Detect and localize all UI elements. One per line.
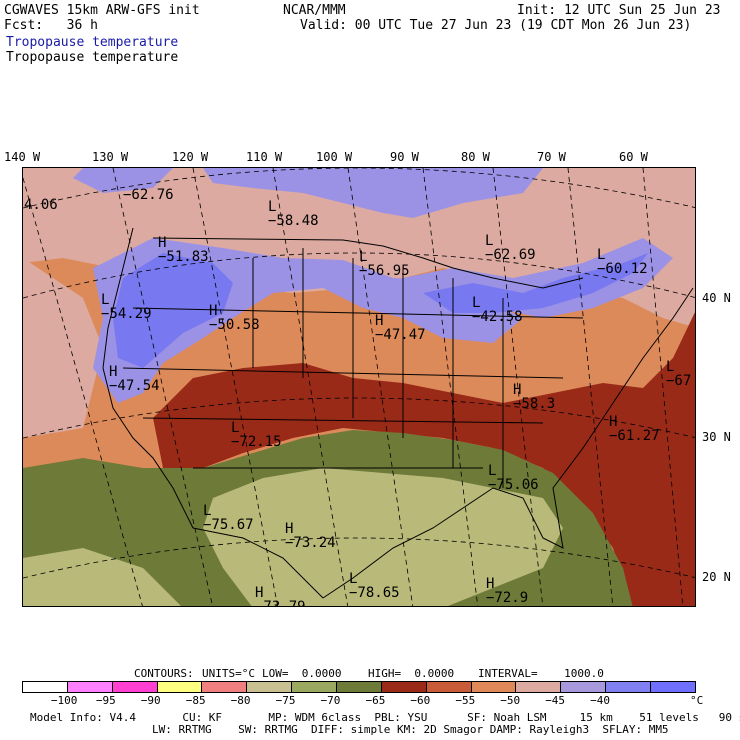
colorbar-tick-label: −90 xyxy=(140,694,161,707)
colorbar-tick-label: −70 xyxy=(320,694,341,707)
model-info-line2: LW: RRTMG SW: RRTMG DIFF: simple KM: 2D … xyxy=(152,723,669,736)
region-blue-east xyxy=(423,253,648,313)
colorbar-tick-label: −40 xyxy=(590,694,610,707)
region-red xyxy=(153,312,695,606)
map-label: L −72.15 xyxy=(231,420,282,450)
map-label: H −72.9 xyxy=(486,576,529,606)
map-label: L −56.95 xyxy=(359,249,410,279)
colorbar-swatch xyxy=(606,682,652,692)
high-label: HIGH= 0.0000 xyxy=(368,667,455,680)
map-label: H −50.58 xyxy=(209,303,260,333)
colorbar-swatch xyxy=(292,682,338,692)
colorbar-swatch xyxy=(471,682,517,692)
region-pink xyxy=(23,168,695,328)
colorbar-tick-label: −45 xyxy=(545,694,566,707)
colorbar-swatch xyxy=(651,682,695,692)
lon-tick-130w: 130 W xyxy=(92,150,129,164)
region-purple-north xyxy=(203,168,543,218)
colorbar-tick-label: −100 xyxy=(50,694,78,707)
colorbar-tick-label: −55 xyxy=(455,694,476,707)
map-label: L −75.67 xyxy=(203,503,254,533)
lat-tick-40n: 40 N xyxy=(702,291,731,305)
model-info-line1: Model Info: V4.4 CU: KF MP: WDM 6class P… xyxy=(30,711,740,724)
colorbar-swatch xyxy=(381,682,427,692)
map-label: H −51.83 xyxy=(158,235,209,265)
colorbar-swatch xyxy=(202,682,248,692)
colorbar-tick-label: −50 xyxy=(500,694,521,707)
colorbar-tick-label: −85 xyxy=(185,694,206,707)
colorbar-tick-label: −65 xyxy=(365,694,386,707)
lon-tick-90w: 90 W xyxy=(390,150,419,164)
lon-tick-60w: 60 W xyxy=(619,150,648,164)
contours-label: CONTOURS: xyxy=(134,667,194,680)
map-label: L −54.29 xyxy=(101,292,152,322)
forecast-hour: Fcst: 36 h xyxy=(4,18,98,33)
lon-tick-120w: 120 W xyxy=(172,150,209,164)
map-label: L −42.58 xyxy=(472,295,523,325)
lon-tick-70w: 70 W xyxy=(537,150,566,164)
map-label: H −73.79 xyxy=(255,585,306,607)
field-name-primary: Tropopause temperature xyxy=(6,35,179,50)
colorbar-tick-label: −75 xyxy=(275,694,296,707)
colorbar-swatch xyxy=(337,682,382,692)
colorbar-swatch xyxy=(23,682,68,692)
lon-tick-110w: 110 W xyxy=(246,150,283,164)
map-label: H −47.47 xyxy=(375,313,426,343)
lat-tick-30n: 30 N xyxy=(702,430,731,444)
colorbar-swatch xyxy=(112,682,158,692)
colorbar-tick-label: −60 xyxy=(410,694,431,707)
model-title: CGWAVES 15km ARW-GFS init xyxy=(4,3,200,18)
low-label: LOW= 0.0000 xyxy=(262,667,342,680)
map-borders xyxy=(102,227,694,599)
region-tan xyxy=(203,468,563,606)
colorbar-swatch xyxy=(247,682,293,692)
colorbar-tick-label: −80 xyxy=(230,694,251,707)
lon-tick-80w: 80 W xyxy=(461,150,490,164)
lon-tick-140w: 140 W xyxy=(4,150,41,164)
lat-tick-20n: 20 N xyxy=(702,570,731,584)
center-label: NCAR/MMM xyxy=(283,3,346,18)
region-tan-sw xyxy=(23,548,181,606)
map-label: −62.76 xyxy=(123,187,174,203)
map-panel: 4.06 −62.76 L −58.48 H −51.83 L −56.95 L −62… xyxy=(22,167,696,607)
init-time: Init: 12 UTC Sun 25 Jun 23 xyxy=(517,3,721,18)
region-pink-west xyxy=(23,258,103,438)
map-label: L −67 xyxy=(666,359,692,389)
units-label: UNITS=°C xyxy=(202,667,255,680)
map-label: 4.06 xyxy=(24,197,58,213)
map-label: L −62.69 xyxy=(485,233,536,263)
map-label: L −78.65 xyxy=(349,571,400,601)
colorbar-swatch xyxy=(426,682,472,692)
colorbar-swatch xyxy=(157,682,203,692)
region-blue-west xyxy=(113,253,233,368)
map-label: L −75.06 xyxy=(488,463,539,493)
region-purple-nw xyxy=(73,168,173,193)
map-label: L −58.48 xyxy=(268,199,319,229)
field-name-secondary: Tropopause temperature xyxy=(6,50,179,65)
map-label: L −60.12 xyxy=(597,247,648,277)
colorbar-unit: °C xyxy=(690,694,704,707)
map-label: H −58.3 xyxy=(513,382,556,412)
map-label: H −61.27 xyxy=(609,414,660,444)
colorbar xyxy=(22,681,696,693)
colorbar-swatch xyxy=(561,682,607,692)
map-graticule xyxy=(23,168,695,606)
colorbar-swatch xyxy=(516,682,562,692)
lon-tick-100w: 100 W xyxy=(316,150,353,164)
map-label: H −47.54 xyxy=(109,364,160,394)
colorbar-swatch xyxy=(67,682,113,692)
map-label: H −73.24 xyxy=(285,521,336,551)
valid-time: Valid: 00 UTC Tue 27 Jun 23 (19 CDT Mon … xyxy=(300,18,692,33)
colorbar-tick-label: −95 xyxy=(95,694,116,707)
map-canvas xyxy=(23,168,695,606)
interval-label: INTERVAL= 1000.0 xyxy=(478,667,604,680)
